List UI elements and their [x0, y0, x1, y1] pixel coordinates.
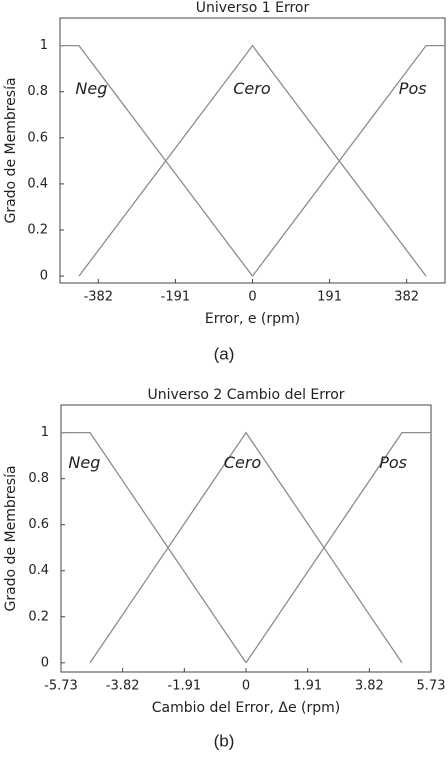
x-tick-label: -5.73	[44, 679, 78, 694]
y-tick-label: 0.4	[27, 176, 48, 191]
y-tick-label: 1	[40, 38, 48, 53]
series-label: Pos	[379, 453, 407, 472]
x-tick-label: 0	[242, 679, 250, 694]
x-axis-label: Cambio del Error, Δe (rpm)	[152, 700, 341, 716]
series-label: Cero	[233, 79, 271, 98]
x-tick-label: -191	[161, 290, 191, 305]
x-axis-label: Error, e (rpm)	[205, 311, 300, 327]
series-label: Pos	[399, 79, 427, 98]
membership-line	[251, 45, 445, 277]
y-tick-label: 0.2	[28, 609, 49, 624]
plot-frame	[59, 17, 446, 284]
chart-title: Universo 1 Error	[196, 0, 310, 16]
x-tick-label: -3.82	[106, 679, 140, 694]
membership-line	[78, 44, 427, 277]
series-label: Neg	[68, 453, 100, 472]
x-tick-label: 191	[317, 290, 342, 305]
x-tick-label: -382	[84, 290, 114, 305]
y-axis-label: Grado de Membresía	[3, 465, 19, 611]
y-tick-label: 0.2	[27, 223, 48, 238]
y-tick-label: 0	[40, 269, 48, 284]
y-tick-label: 0	[41, 655, 49, 670]
chart-title: Universo 2 Cambio del Error	[147, 387, 344, 403]
series-label: Cero	[224, 453, 262, 472]
x-tick-label: 382	[394, 290, 419, 305]
series-label: Neg	[75, 79, 107, 98]
x-tick-label: 5.73	[417, 679, 446, 694]
x-tick-label: -1.91	[168, 679, 202, 694]
caption: (b)	[214, 731, 235, 750]
y-tick-label: 1	[41, 425, 49, 440]
membership-line	[61, 431, 247, 664]
plot-frame	[60, 404, 432, 673]
y-tick-label: 0.6	[28, 517, 49, 532]
y-tick-label: 0.4	[28, 563, 49, 578]
membership-line	[245, 431, 431, 664]
membership-line	[60, 45, 254, 277]
y-axis-label: Grado de Membresía	[3, 77, 19, 223]
x-tick-label: 1.91	[293, 679, 322, 694]
x-tick-label: 3.82	[355, 679, 384, 694]
x-tick-label: 0	[248, 290, 256, 305]
y-tick-label: 0.8	[27, 84, 48, 99]
membership-line	[89, 431, 403, 664]
caption: (a)	[214, 344, 235, 363]
y-tick-label: 0.6	[27, 130, 48, 145]
y-tick-label: 0.8	[28, 471, 49, 486]
